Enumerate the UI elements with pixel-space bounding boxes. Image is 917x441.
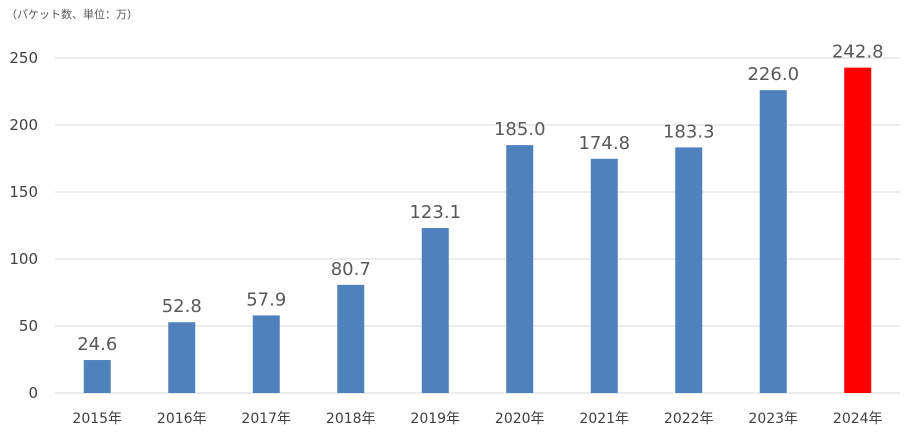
bar-2020年: [506, 145, 534, 393]
bar-2022年: [675, 147, 703, 393]
x-tick-label: 2020年: [495, 411, 545, 427]
y-tick-label: 200: [9, 116, 38, 134]
x-tick-label: 2017年: [241, 411, 291, 427]
data-labels: 24.6 52.8 57.9 80.7 123.1 185.0 174.8 183.3 226.…: [77, 42, 883, 355]
bars: [83, 67, 872, 393]
data-label: 226.0: [747, 64, 799, 85]
x-tick-label: 2024年: [833, 411, 883, 427]
data-label: 183.3: [663, 121, 715, 142]
gridlines: [55, 57, 900, 394]
bar-2019年: [421, 228, 449, 393]
data-label: 80.7: [331, 259, 371, 280]
data-label: 52.8: [162, 296, 202, 317]
unit-note: （パケット数、単位：万）: [6, 7, 138, 21]
bar-2017年: [252, 315, 280, 393]
x-tick-label: 2018年: [326, 411, 376, 427]
bar-2024年: [844, 67, 872, 393]
y-tick-label: 100: [9, 250, 38, 268]
x-tick-label: 2016年: [157, 411, 207, 427]
data-label: 185.0: [494, 119, 546, 140]
data-label: 57.9: [246, 289, 286, 310]
bar-2018年: [337, 284, 365, 393]
bar-2021年: [590, 158, 618, 393]
x-tick-label: 2021年: [579, 411, 629, 427]
data-label: 24.6: [77, 334, 117, 355]
y-tick-label: 0: [28, 384, 38, 402]
x-tick-label: 2022年: [664, 411, 714, 427]
y-tick-label: 250: [9, 49, 38, 67]
data-label: 174.8: [578, 133, 630, 154]
x-axis-labels: 2015年 2016年 2017年 2018年 2019年 2020年 2021年 2022年…: [72, 411, 882, 427]
x-tick-label: 2019年: [410, 411, 460, 427]
bar-2023年: [759, 90, 787, 393]
x-tick-label: 2023年: [748, 411, 798, 427]
bar-2015年: [83, 360, 111, 393]
y-tick-label: 150: [9, 183, 38, 201]
data-label: 242.8: [832, 42, 884, 63]
x-tick-label: 2015年: [72, 411, 122, 427]
data-label: 123.1: [409, 202, 461, 223]
bar-2016年: [168, 322, 196, 393]
y-tick-label: 50: [19, 317, 38, 335]
y-axis-ticks: 0 50 100 150 200 250: [9, 49, 38, 402]
